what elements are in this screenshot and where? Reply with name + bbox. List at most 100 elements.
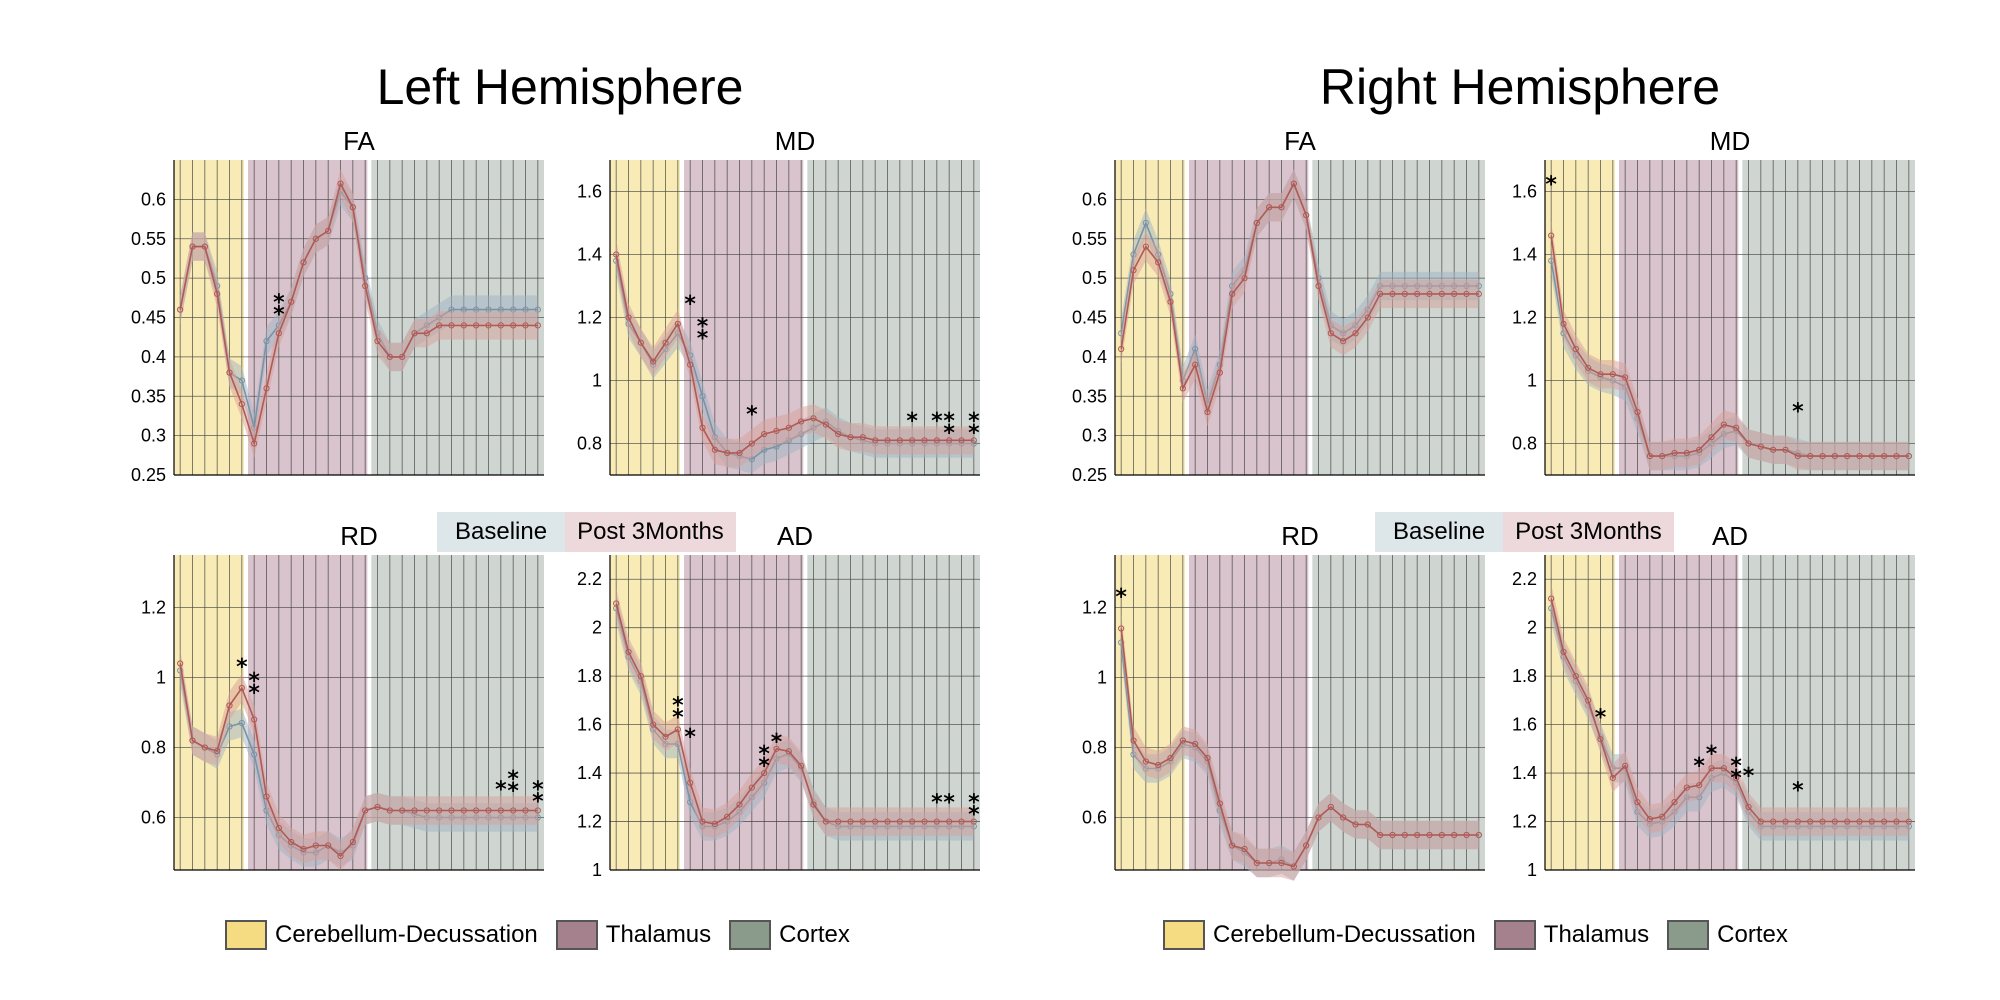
data-point [810, 801, 817, 808]
significance-marker: * [931, 409, 943, 434]
confidence-band-post [616, 589, 974, 839]
data-point [201, 243, 208, 250]
data-point [1414, 290, 1421, 297]
data-point [1844, 818, 1851, 825]
data-point [1782, 446, 1789, 453]
confidence-band-post [1551, 584, 1909, 836]
data-point [1548, 595, 1555, 602]
data-point [1451, 290, 1458, 297]
significance-marker: ** [758, 742, 770, 779]
chart-svg: RD0.60.811.2**** ** ** [141, 521, 544, 871]
data-point [510, 807, 517, 814]
series-legend-left: Baseline Post 3Months [437, 512, 736, 552]
data-point [736, 449, 743, 457]
data-point [1683, 449, 1690, 457]
data-point [1819, 818, 1826, 825]
data-point [189, 737, 196, 744]
significance-star: * [697, 314, 709, 339]
confidence-band-post [616, 240, 974, 468]
significance-star: * [248, 669, 260, 694]
data-point [1426, 831, 1433, 839]
data-point [1414, 831, 1421, 839]
data-point [650, 358, 657, 365]
y-tick-label: 0.55 [131, 229, 166, 249]
significance-marker: * [1115, 585, 1127, 610]
data-point [946, 437, 953, 444]
significance-marker: ** [532, 778, 544, 815]
data-point [1572, 345, 1579, 353]
data-point [625, 648, 632, 656]
region-legend-item-cerebellum: Cerebellum-Decussation [225, 920, 538, 950]
data-point [859, 434, 866, 441]
chart-right-rd: RD 0.6 0.8 1 1.2 * [1082, 521, 1485, 881]
data-point [896, 437, 903, 444]
data-point [1229, 842, 1236, 849]
confidence-band-post [180, 169, 538, 458]
data-point [1216, 800, 1223, 807]
y-tick-label: 2.2 [577, 569, 602, 589]
significance-marker: * [943, 790, 955, 815]
data-point [1389, 831, 1396, 839]
data-point [177, 660, 184, 667]
series-line-post [1120, 181, 1479, 415]
significance-marker: ** [968, 790, 980, 827]
data-point [238, 719, 245, 727]
data-point [1142, 243, 1149, 250]
y-tick-label: 0.8 [1512, 434, 1537, 454]
region-label-cerebellum: Cerebellum-Decussation [1213, 921, 1476, 948]
y-tick-label: 0.35 [131, 386, 166, 406]
data-point [275, 330, 282, 337]
data-point [1807, 453, 1814, 460]
data-point [288, 838, 295, 846]
y-tick-label: 1 [156, 668, 166, 688]
data-point [1831, 453, 1838, 460]
data-point [1671, 449, 1678, 457]
data-point [1622, 762, 1629, 769]
data-point [1757, 443, 1764, 450]
data-point [921, 818, 928, 825]
data-point [1253, 859, 1260, 867]
y-tick-label: 1.6 [1512, 715, 1537, 735]
data-point [1451, 831, 1458, 839]
data-point [933, 437, 940, 444]
confidence-band-post [180, 649, 538, 871]
data-point [872, 437, 879, 444]
data-point [1438, 290, 1445, 297]
data-point [1216, 369, 1223, 376]
data-point [312, 842, 319, 849]
series-line-post [1550, 235, 1909, 457]
significance-star: * [758, 742, 770, 767]
data-point [1844, 453, 1851, 460]
data-point [699, 818, 706, 825]
y-tick-label: 1 [1097, 668, 1107, 688]
data-point [1856, 818, 1863, 825]
data-point [822, 421, 829, 428]
data-point [485, 807, 492, 814]
data-point [1585, 697, 1592, 704]
significance-marker: * [1693, 754, 1705, 779]
data-point [362, 282, 369, 290]
data-point [374, 338, 381, 345]
data-point [238, 401, 245, 408]
data-point [189, 243, 196, 250]
region-label-cortex: Cortex [779, 921, 850, 948]
region-legend-right: Cerebellum-Decussation Thalamus Cortex [1163, 915, 1806, 955]
confidence-band-post [1121, 614, 1479, 881]
significance-marker: ** [968, 409, 980, 446]
data-point [312, 235, 319, 242]
region-legend-item-cortex: Cortex [729, 920, 850, 950]
data-point [1745, 440, 1752, 447]
data-point [1266, 204, 1273, 211]
significance-marker: * [495, 778, 507, 803]
data-point [1868, 818, 1875, 825]
data-point [214, 747, 221, 755]
data-point [761, 769, 768, 777]
data-point [909, 437, 916, 444]
data-point [1646, 453, 1653, 460]
chart-right-fa: FA 0.25 0.3 0.35 0.4 0.45 0.5 0.55 0.6 [1072, 126, 1485, 485]
data-point [1401, 290, 1408, 297]
significance-star: * [697, 326, 709, 351]
data-point [835, 430, 842, 438]
data-point [1831, 818, 1838, 825]
